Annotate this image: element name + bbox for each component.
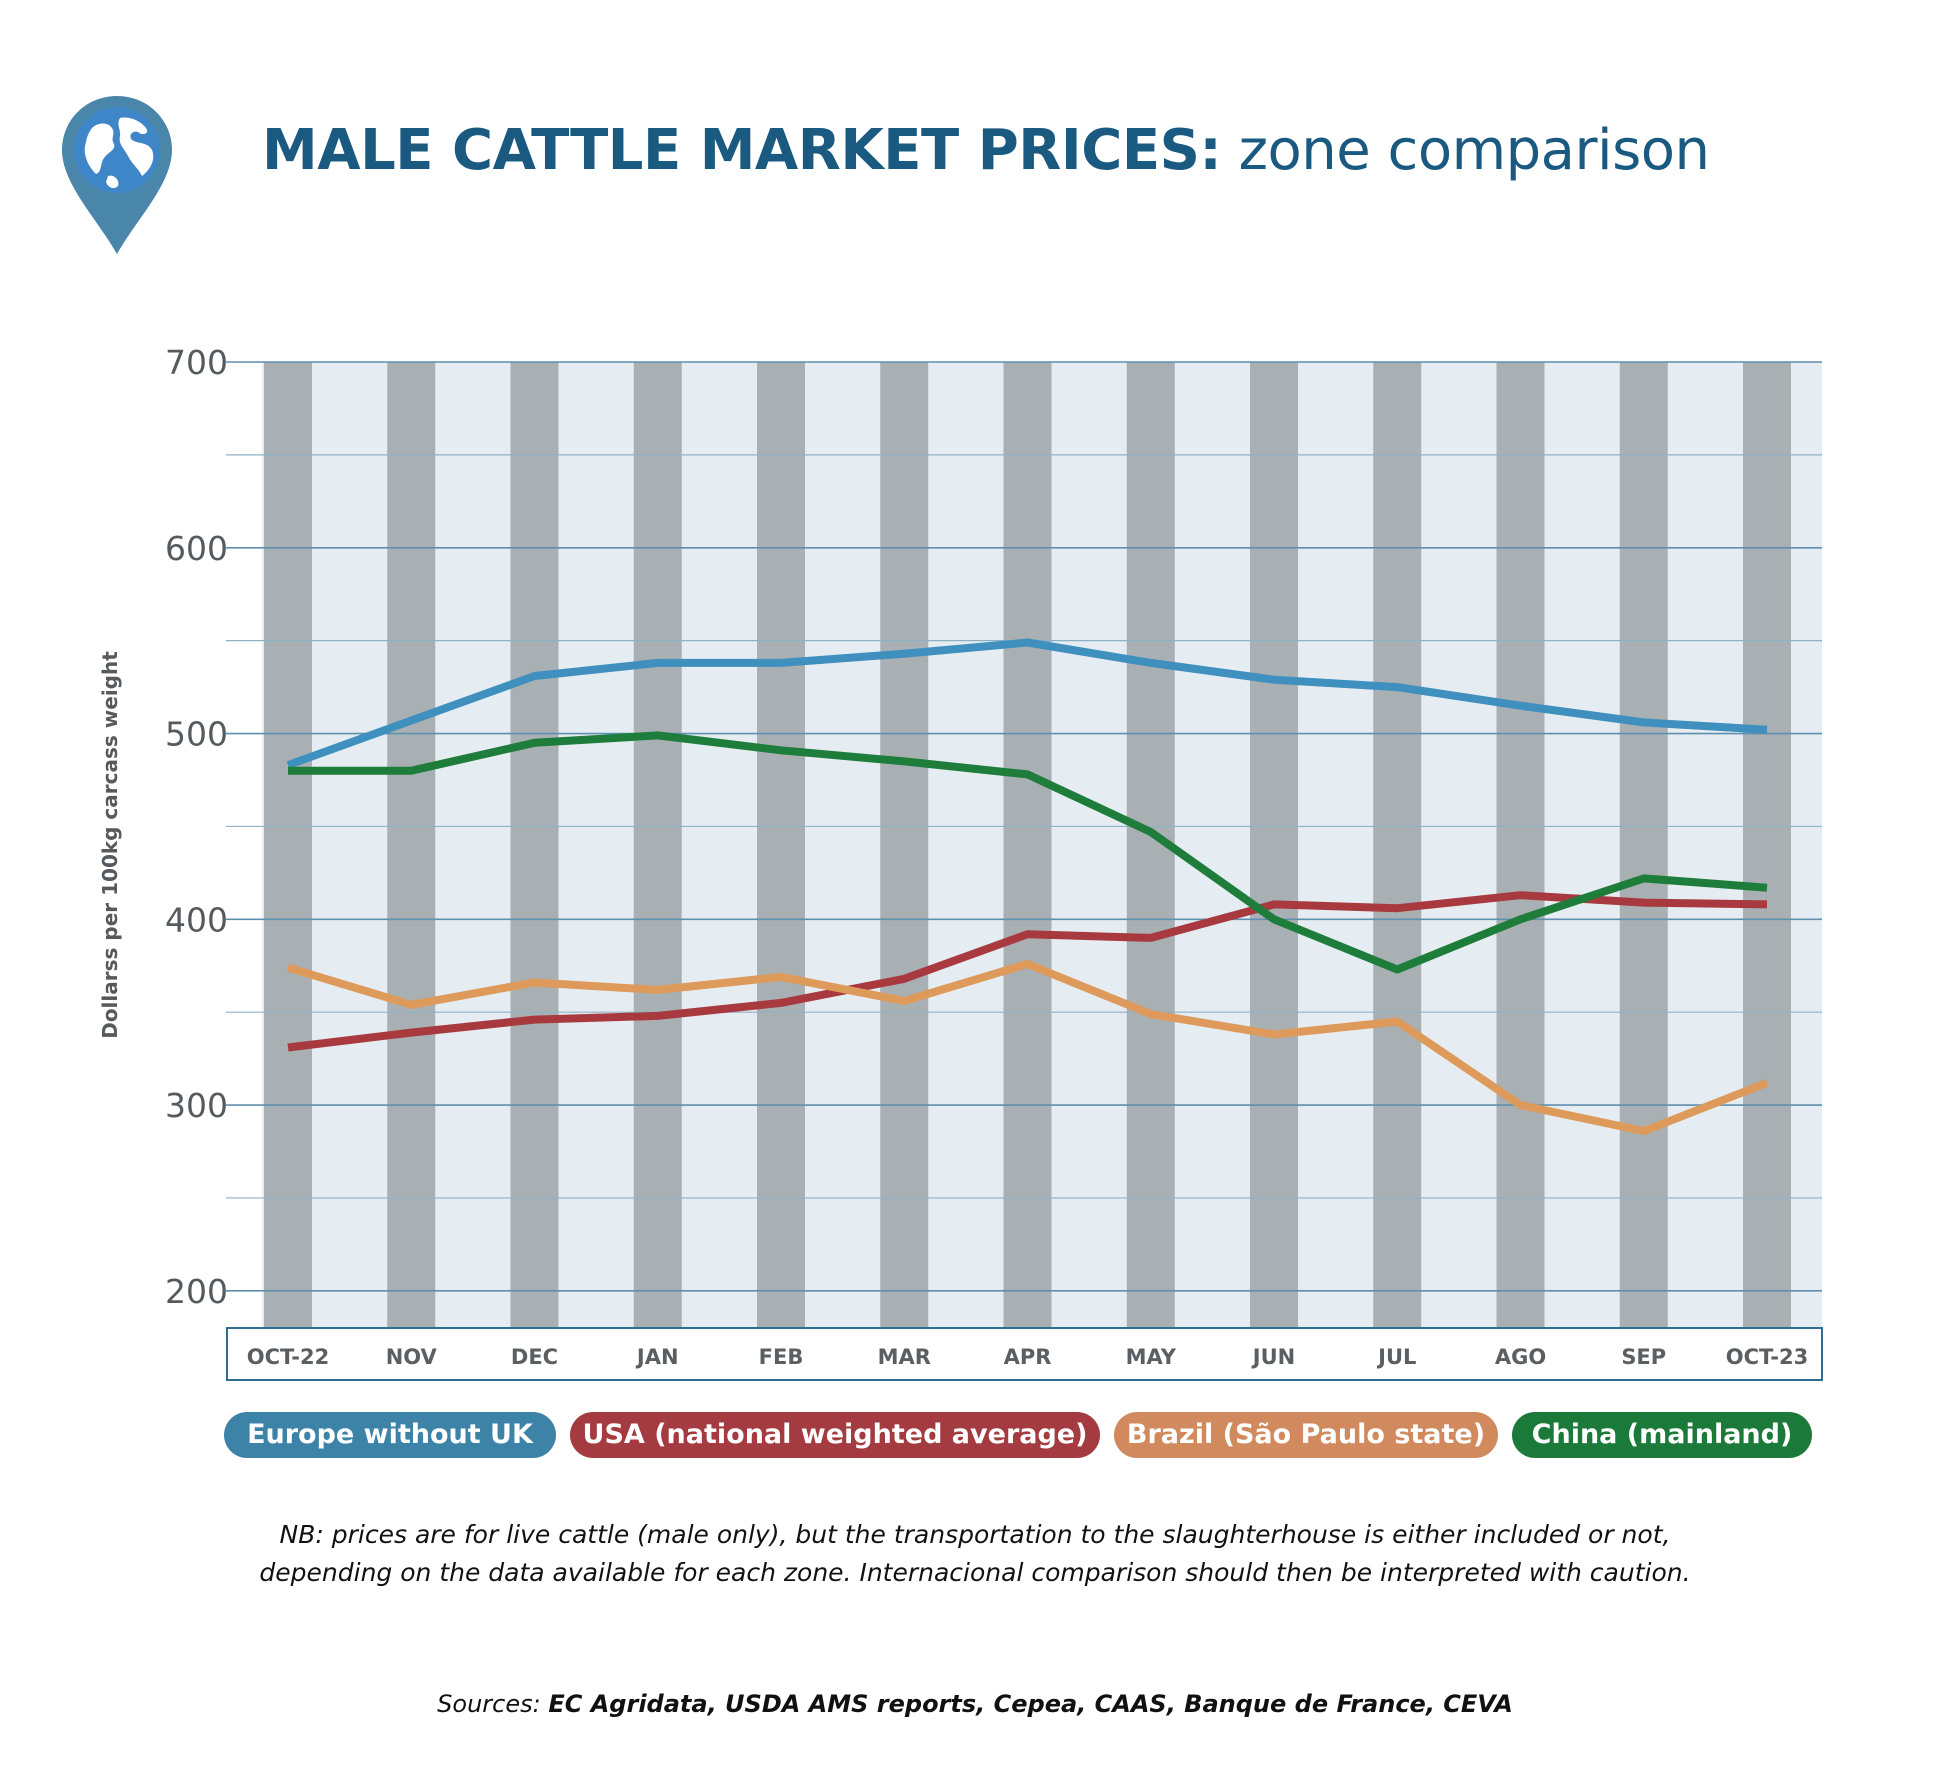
- footnote-line-2: depending on the data available for each…: [259, 1558, 1691, 1587]
- x-tick-label: SEP: [1621, 1345, 1666, 1369]
- month-stripe: [387, 362, 436, 1328]
- y-axis-title: Dollarss per 100kg carcass weight: [98, 651, 122, 1039]
- series-line-0: [286, 638, 1768, 769]
- month-stripe: [880, 362, 929, 1328]
- month-stripe: [1250, 362, 1298, 1328]
- x-tick-label: OCT-22: [247, 1345, 329, 1369]
- month-stripe: [1743, 362, 1791, 1328]
- legend-item-europe: Europe without UK: [224, 1412, 556, 1458]
- series-line-3: [288, 731, 1768, 974]
- x-tick-label: MAR: [878, 1345, 931, 1369]
- month-stripe: [1496, 362, 1545, 1328]
- series-line-2: [286, 959, 1769, 1136]
- footnote-line-1: NB: prices are for live cattle (male onl…: [279, 1520, 1671, 1549]
- x-tick-label: OCT-23: [1726, 1345, 1808, 1369]
- sources-list: EC Agridata, USDA AMS reports, Cepea, CA…: [548, 1690, 1513, 1718]
- legend: Europe without UK USA (national weighted…: [224, 1412, 1812, 1458]
- x-tick-label: JUN: [1251, 1345, 1295, 1369]
- sources-prefix: Sources:: [437, 1690, 549, 1718]
- month-stripe: [1003, 362, 1052, 1328]
- month-stripe: [633, 362, 682, 1328]
- x-tick-label: DEC: [511, 1345, 558, 1369]
- legend-item-usa: USA (national weighted average): [570, 1412, 1100, 1458]
- footnote: NB: prices are for live cattle (male onl…: [175, 1516, 1775, 1592]
- y-tick-label: 300: [165, 1086, 228, 1125]
- title-bold: MALE CATTLE MARKET PRICES:: [262, 118, 1222, 183]
- x-tick-label: JUL: [1376, 1345, 1416, 1369]
- x-tick-label: JAN: [635, 1345, 679, 1369]
- y-tick-label: 700: [165, 343, 228, 382]
- legend-item-brazil: Brazil (São Paulo state): [1114, 1412, 1498, 1458]
- y-tick-label: 500: [165, 715, 228, 754]
- month-stripe: [757, 362, 805, 1328]
- x-tick-label: AGO: [1495, 1345, 1546, 1369]
- month-stripe: [510, 362, 559, 1328]
- x-axis-box: [226, 1327, 1823, 1381]
- sources: Sources: EC Agridata, USDA AMS reports, …: [175, 1690, 1775, 1718]
- month-stripe: [1373, 362, 1422, 1328]
- series-line-1: [287, 891, 1768, 1052]
- x-tick-label: MAY: [1126, 1345, 1177, 1369]
- globe-pin-icon: [62, 96, 172, 254]
- y-tick-label: 400: [165, 900, 228, 939]
- page-title: MALE CATTLE MARKET PRICES: zone comparis…: [262, 118, 1710, 183]
- y-tick-label: 200: [165, 1272, 228, 1311]
- month-stripe: [264, 362, 312, 1328]
- y-tick-label: 600: [165, 529, 228, 568]
- title-rest: zone comparison: [1221, 118, 1710, 183]
- x-tick-label: FEB: [759, 1345, 804, 1369]
- x-tick-label: NOV: [386, 1345, 438, 1369]
- legend-item-china: China (mainland): [1512, 1412, 1812, 1458]
- x-tick-label: APR: [1004, 1345, 1052, 1369]
- month-stripe: [1619, 362, 1668, 1328]
